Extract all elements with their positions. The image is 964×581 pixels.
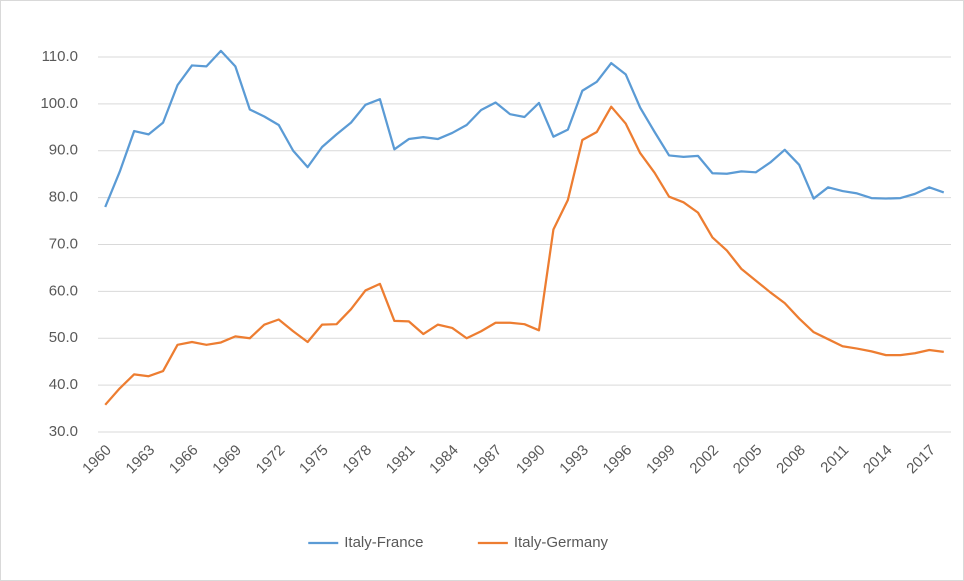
y-tick-label: 80.0 <box>49 189 78 206</box>
legend-label: Italy-France <box>344 534 423 551</box>
legend-label: Italy-Germany <box>514 534 609 551</box>
y-tick-label: 70.0 <box>49 235 78 252</box>
y-tick-label: 90.0 <box>49 142 78 159</box>
y-tick-label: 50.0 <box>49 329 78 346</box>
line-series <box>104 105 944 406</box>
y-tick-label: 100.0 <box>40 95 78 112</box>
y-tick-label: 40.0 <box>49 376 78 393</box>
line-series <box>104 49 945 208</box>
y-tick-label: 30.0 <box>49 423 78 440</box>
y-tick-label: 60.0 <box>49 282 78 299</box>
y-tick-label: 110.0 <box>42 48 78 65</box>
